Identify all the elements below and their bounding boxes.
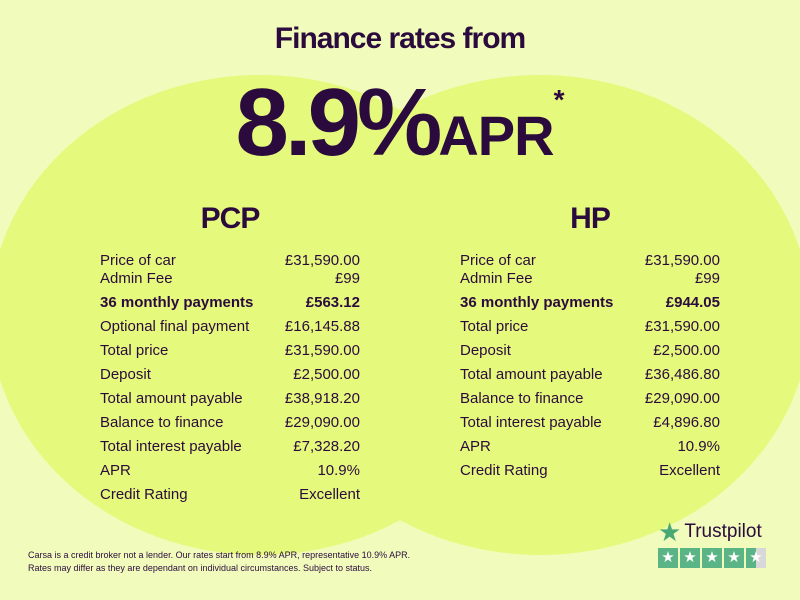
background-circle-right <box>270 75 800 555</box>
row-label: Balance to finance <box>460 390 584 407</box>
table-row: Credit Rating Excellent <box>100 486 360 510</box>
disclaimer: Carsa is a credit broker not a lender. O… <box>28 549 410 575</box>
row-value: £99 <box>694 270 720 287</box>
row-label: Price of car <box>460 252 536 269</box>
row-value: Excellent <box>299 486 360 503</box>
table-row: 36 monthly payments £944.05 <box>460 294 720 318</box>
table-row: Credit Rating Excellent <box>460 462 720 486</box>
row-label: Total price <box>100 342 169 359</box>
row-label: Total amount payable <box>460 366 603 383</box>
table-row: APR 10.9% <box>460 438 720 462</box>
row-label: Admin Fee <box>100 270 173 287</box>
headline: Finance rates from <box>274 22 526 55</box>
trustpilot-badge[interactable]: ★ Trustpilot ★ ★ ★ ★ ★ <box>658 517 766 568</box>
disclaimer-line-1: Carsa is a credit broker not a lender. O… <box>28 550 411 560</box>
pcp-title: PCP <box>200 202 261 235</box>
row-value: £29,090.00 <box>644 390 720 407</box>
row-value: £31,590.00 <box>644 318 720 335</box>
row-value: 10.9% <box>677 438 720 455</box>
row-label: Total amount payable <box>100 390 243 407</box>
asterisk: * <box>553 84 565 115</box>
row-value: £99 <box>334 270 360 287</box>
table-row: Price of car £31,590.00 <box>460 252 720 270</box>
table-row: Total price £31,590.00 <box>100 342 360 366</box>
table-row: Admin Fee £99 <box>460 270 720 294</box>
table-row: Total amount payable £36,486.80 <box>460 366 720 390</box>
table-row: Total price £31,590.00 <box>460 318 720 342</box>
row-label: Total interest payable <box>460 414 602 431</box>
row-label: Credit Rating <box>460 462 548 479</box>
row-value: £31,590.00 <box>284 252 360 269</box>
row-label: Price of car <box>100 252 176 269</box>
trustpilot-name: Trustpilot <box>684 521 762 542</box>
table-row: Total interest payable £4,896.80 <box>460 414 720 438</box>
row-label: 36 monthly payments <box>460 294 614 311</box>
row-value: £31,590.00 <box>644 252 720 269</box>
row-label: APR <box>460 438 491 455</box>
row-value: 10.9% <box>317 462 360 479</box>
trustpilot-rating: ★ ★ ★ ★ ★ <box>658 548 766 568</box>
table-row: APR 10.9% <box>100 462 360 486</box>
rating-star-icon: ★ <box>724 548 744 568</box>
row-label: 36 monthly payments <box>100 294 254 311</box>
row-value: £36,486.80 <box>644 366 720 383</box>
table-row: Optional final payment £16,145.88 <box>100 318 360 342</box>
pcp-panel: PCP Price of car £31,590.00 Admin Fee £99 36… <box>100 202 360 510</box>
rate-suffix: APR <box>438 104 554 167</box>
row-value: Excellent <box>659 462 720 479</box>
row-value: £31,590.00 <box>284 342 360 359</box>
table-row: Total interest payable £7,328.20 <box>100 438 360 462</box>
row-value: £2,500.00 <box>293 366 360 383</box>
rating-star-icon: ★ <box>702 548 722 568</box>
rate-value: 8.9% <box>235 69 443 176</box>
row-value: £29,090.00 <box>284 414 360 431</box>
row-value: £944.05 <box>665 294 720 311</box>
row-label: APR <box>100 462 131 479</box>
rate-display: 8.9%APR* <box>0 68 800 178</box>
table-row: Total amount payable £38,918.20 <box>100 390 360 414</box>
table-row: Deposit £2,500.00 <box>100 366 360 390</box>
row-label: Admin Fee <box>460 270 533 287</box>
row-value: £4,896.80 <box>653 414 720 431</box>
row-label: Credit Rating <box>100 486 188 503</box>
row-value: £16,145.88 <box>284 318 360 335</box>
table-row: 36 monthly payments £563.12 <box>100 294 360 318</box>
table-row: Balance to finance £29,090.00 <box>100 414 360 438</box>
row-value: £7,328.20 <box>293 438 360 455</box>
table-row: Admin Fee £99 <box>100 270 360 294</box>
row-label: Deposit <box>460 342 511 359</box>
rating-star-icon: ★ <box>746 548 766 568</box>
rating-star-icon: ★ <box>680 548 700 568</box>
table-row: Deposit £2,500.00 <box>460 342 720 366</box>
hp-panel: HP Price of car £31,590.00 Admin Fee £99 36 … <box>460 202 720 486</box>
table-row: Price of car £31,590.00 <box>100 252 360 270</box>
row-value: £38,918.20 <box>284 390 360 407</box>
table-row: Balance to finance £29,090.00 <box>460 390 720 414</box>
row-label: Balance to finance <box>100 414 224 431</box>
star-icon: ★ <box>658 517 682 547</box>
disclaimer-line-2: Rates may differ as they are dependant o… <box>28 563 373 573</box>
row-label: Optional final payment <box>100 318 250 335</box>
row-label: Total price <box>460 318 529 335</box>
row-value: £2,500.00 <box>653 342 720 359</box>
row-value: £563.12 <box>305 294 360 311</box>
row-label: Total interest payable <box>100 438 242 455</box>
row-label: Deposit <box>100 366 151 383</box>
rating-star-icon: ★ <box>658 548 678 568</box>
hp-title: HP <box>570 202 611 235</box>
